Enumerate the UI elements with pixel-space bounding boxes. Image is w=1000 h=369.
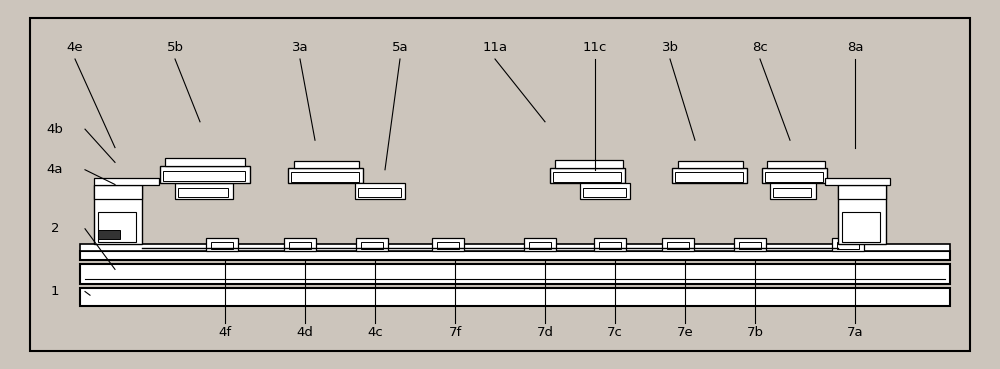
Bar: [672, 168, 747, 183]
Bar: [94, 178, 159, 184]
Text: 7b: 7b: [746, 325, 764, 339]
Bar: [832, 238, 864, 251]
Bar: [361, 242, 383, 249]
Bar: [825, 178, 890, 184]
Bar: [838, 185, 886, 244]
Bar: [739, 242, 761, 249]
Text: 4e: 4e: [67, 41, 83, 55]
Bar: [524, 238, 556, 251]
Text: 8a: 8a: [847, 41, 863, 55]
Bar: [289, 242, 311, 249]
Bar: [291, 172, 359, 182]
Bar: [80, 244, 950, 251]
Bar: [842, 212, 880, 242]
Bar: [432, 238, 464, 251]
Bar: [98, 230, 120, 239]
Text: 4a: 4a: [47, 163, 63, 176]
Text: 4f: 4f: [218, 325, 232, 339]
Bar: [211, 242, 233, 249]
Bar: [675, 172, 743, 182]
Bar: [553, 172, 621, 182]
Bar: [358, 188, 401, 197]
Text: 4d: 4d: [297, 325, 313, 339]
Text: 1: 1: [51, 285, 59, 298]
Bar: [550, 168, 625, 183]
Bar: [555, 160, 623, 168]
Text: 5a: 5a: [392, 41, 408, 55]
Text: 11a: 11a: [482, 41, 508, 55]
Bar: [767, 161, 825, 168]
Bar: [837, 242, 859, 249]
Text: 5b: 5b: [166, 41, 184, 55]
Bar: [583, 188, 626, 197]
Bar: [667, 242, 689, 249]
Text: 8c: 8c: [752, 41, 768, 55]
Bar: [94, 185, 142, 244]
Bar: [80, 264, 950, 284]
Bar: [355, 183, 405, 199]
Bar: [178, 188, 228, 197]
Text: 4b: 4b: [47, 123, 63, 136]
Text: 4c: 4c: [367, 325, 383, 339]
Bar: [160, 166, 250, 183]
Bar: [770, 183, 816, 199]
Bar: [294, 161, 359, 168]
Bar: [94, 184, 142, 199]
Bar: [175, 183, 233, 199]
Text: 7c: 7c: [607, 325, 623, 339]
Bar: [580, 183, 630, 199]
Text: 7e: 7e: [677, 325, 693, 339]
Bar: [734, 238, 766, 251]
Bar: [288, 168, 363, 183]
Bar: [356, 238, 388, 251]
Bar: [762, 168, 827, 183]
Text: 3a: 3a: [292, 41, 308, 55]
Bar: [284, 238, 316, 251]
Bar: [98, 212, 136, 242]
Bar: [594, 238, 626, 251]
Bar: [773, 188, 811, 197]
Bar: [838, 184, 886, 199]
Bar: [529, 242, 551, 249]
Text: 7f: 7f: [448, 325, 462, 339]
Text: 3b: 3b: [662, 41, 678, 55]
Text: 7a: 7a: [847, 325, 863, 339]
Bar: [206, 238, 238, 251]
Bar: [662, 238, 694, 251]
Text: 7d: 7d: [536, 325, 554, 339]
Text: 11c: 11c: [583, 41, 607, 55]
Text: 2: 2: [51, 222, 59, 235]
Bar: [437, 242, 459, 249]
Bar: [80, 251, 950, 260]
Bar: [678, 161, 743, 168]
Bar: [80, 288, 950, 306]
Bar: [765, 172, 823, 182]
Bar: [165, 158, 245, 166]
Bar: [163, 171, 245, 181]
Bar: [599, 242, 621, 249]
